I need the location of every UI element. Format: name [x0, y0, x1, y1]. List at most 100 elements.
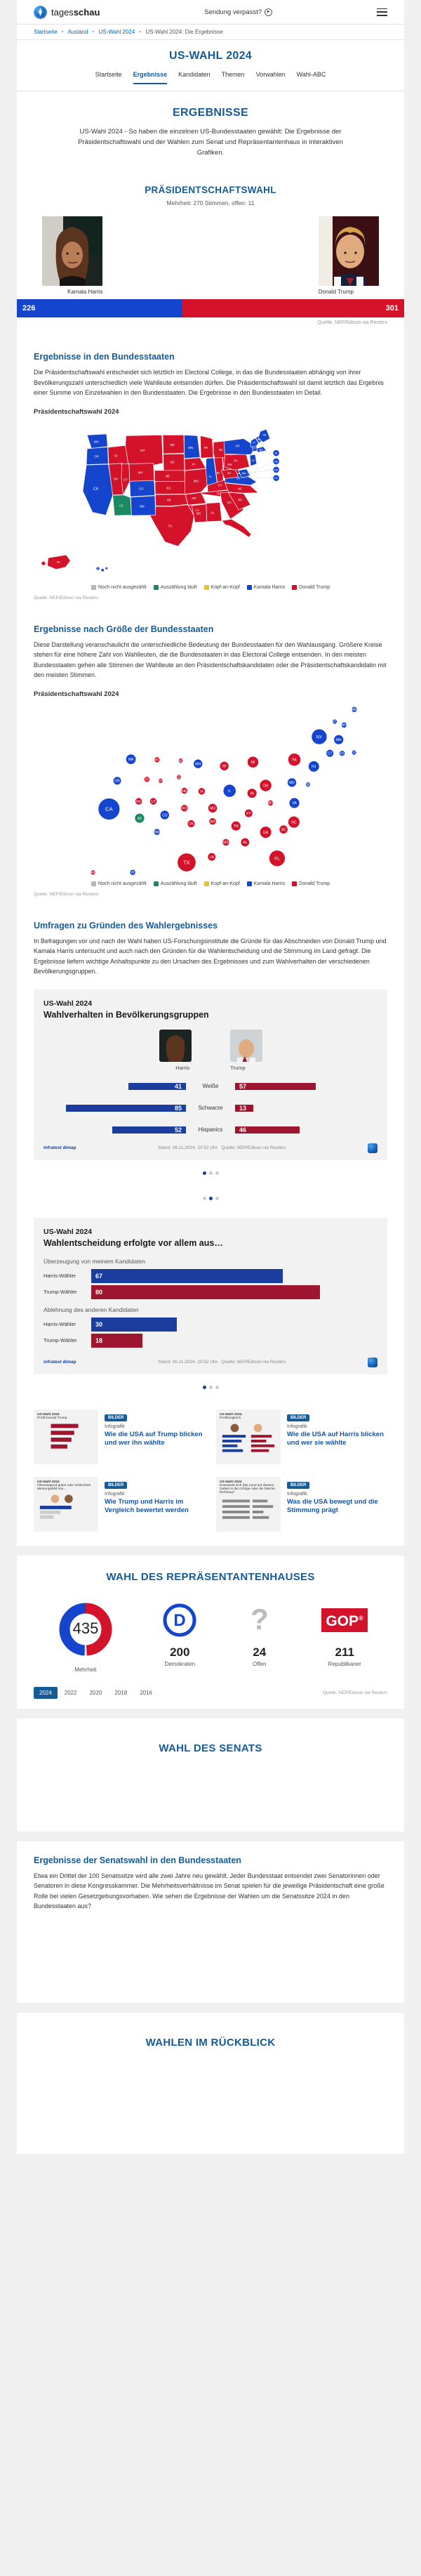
svg-text:OK: OK: [167, 498, 171, 501]
svg-text:CT: CT: [253, 446, 256, 449]
svg-text:WY: WY: [158, 779, 164, 783]
svg-text:KY: KY: [246, 811, 251, 815]
svg-text:RI: RI: [275, 452, 278, 454]
svg-text:MA: MA: [336, 738, 342, 742]
svg-text:CT: CT: [328, 751, 333, 756]
svg-text:ND: ND: [178, 759, 184, 763]
svg-text:GA: GA: [227, 501, 232, 504]
svg-text:MD: MD: [242, 471, 246, 474]
svg-text:OR: OR: [114, 779, 120, 783]
svg-text:IN: IN: [217, 471, 220, 474]
svg-text:ID: ID: [114, 454, 117, 457]
svg-text:ID: ID: [145, 777, 149, 782]
svg-text:GA: GA: [263, 831, 269, 835]
svg-text:AL: AL: [243, 841, 247, 845]
svg-text:CA: CA: [105, 806, 114, 812]
svg-text:AK: AK: [91, 871, 95, 875]
svg-text:IN: IN: [250, 791, 254, 796]
svg-text:PA: PA: [234, 459, 238, 462]
svg-text:CO: CO: [162, 813, 168, 817]
svg-text:435: 435: [72, 1619, 98, 1637]
svg-text:NH: NH: [342, 723, 347, 728]
svg-text:NM: NM: [140, 504, 145, 508]
svg-text:TN: TN: [234, 824, 239, 829]
svg-text:FL: FL: [274, 856, 280, 861]
svg-text:SC: SC: [238, 498, 242, 501]
svg-text:OH: OH: [227, 463, 232, 466]
svg-text:VT: VT: [253, 441, 255, 444]
svg-text:VT: VT: [333, 720, 337, 724]
svg-text:NV: NV: [136, 799, 142, 803]
svg-text:NV: NV: [114, 477, 118, 480]
svg-text:AZ: AZ: [119, 504, 123, 507]
svg-text:VA: VA: [292, 801, 297, 806]
svg-text:DE: DE: [305, 783, 311, 787]
svg-text:NM: NM: [154, 830, 160, 834]
svg-text:LA: LA: [195, 508, 199, 511]
svg-text:MI: MI: [219, 448, 222, 452]
svg-text:OR: OR: [94, 454, 99, 458]
svg-text:HI: HI: [97, 567, 99, 570]
svg-text:IL: IL: [209, 475, 212, 478]
svg-text:WY: WY: [138, 471, 143, 474]
svg-text:TN: TN: [216, 492, 220, 495]
svg-text:OH: OH: [263, 784, 269, 788]
svg-text:WA: WA: [128, 758, 135, 762]
svg-text:UT: UT: [123, 478, 128, 481]
svg-text:DC: DC: [274, 477, 279, 480]
svg-text:LA: LA: [210, 855, 215, 860]
svg-text:WV: WV: [227, 471, 232, 474]
svg-text:AR: AR: [210, 820, 215, 824]
svg-text:RI: RI: [340, 751, 344, 756]
svg-text:FL: FL: [234, 530, 238, 533]
svg-text:KS: KS: [182, 806, 187, 810]
svg-text:HI: HI: [131, 871, 135, 875]
svg-text:KS: KS: [166, 486, 171, 489]
svg-text:NE: NE: [166, 474, 170, 478]
svg-text:SD: SD: [176, 775, 181, 780]
svg-text:WA: WA: [94, 440, 99, 443]
svg-text:MT: MT: [154, 758, 159, 762]
svg-text:WV: WV: [268, 801, 274, 806]
svg-text:KY: KY: [218, 483, 222, 487]
svg-text:IL: IL: [228, 789, 231, 794]
svg-text:MT: MT: [140, 449, 145, 452]
svg-text:MO: MO: [194, 479, 199, 482]
svg-text:MN: MN: [188, 445, 193, 449]
svg-text:NC: NC: [291, 820, 297, 824]
svg-text:IA: IA: [200, 789, 203, 794]
svg-text:DC: DC: [352, 751, 357, 755]
svg-text:SC: SC: [281, 828, 286, 832]
svg-text:VA: VA: [236, 476, 241, 480]
svg-text:OK: OK: [189, 822, 194, 826]
svg-text:AL: AL: [210, 511, 215, 514]
svg-text:CA: CA: [93, 487, 99, 491]
svg-text:MS: MS: [223, 841, 229, 845]
svg-text:PA: PA: [292, 758, 297, 762]
svg-text:MS: MS: [196, 511, 201, 515]
svg-text:AK: AK: [57, 560, 61, 563]
svg-text:D: D: [174, 1611, 186, 1630]
svg-text:NH: NH: [258, 438, 261, 441]
svg-text:IA: IA: [192, 462, 195, 466]
svg-text:ME: ME: [352, 708, 357, 712]
svg-text:MA: MA: [259, 448, 263, 451]
svg-text:NE: NE: [182, 789, 187, 793]
svg-text:NJ: NJ: [312, 765, 316, 769]
svg-text:NY: NY: [236, 444, 240, 447]
svg-text:UT: UT: [151, 799, 156, 803]
svg-text:WI: WI: [204, 445, 208, 449]
svg-text:NC: NC: [238, 487, 242, 490]
svg-text:AZ: AZ: [138, 817, 142, 821]
svg-text:ND: ND: [170, 442, 174, 446]
svg-text:MD: MD: [274, 468, 279, 471]
svg-text:MO: MO: [210, 806, 215, 810]
svg-text:NY: NY: [316, 735, 323, 740]
svg-text:ME: ME: [263, 433, 267, 436]
svg-text:SD: SD: [170, 460, 174, 464]
svg-text:TX: TX: [183, 859, 189, 865]
svg-text:DE: DE: [274, 460, 279, 463]
svg-text:NJ: NJ: [252, 459, 255, 461]
svg-text:GOP®: GOP®: [326, 1613, 364, 1629]
svg-text:MI: MI: [251, 761, 255, 765]
